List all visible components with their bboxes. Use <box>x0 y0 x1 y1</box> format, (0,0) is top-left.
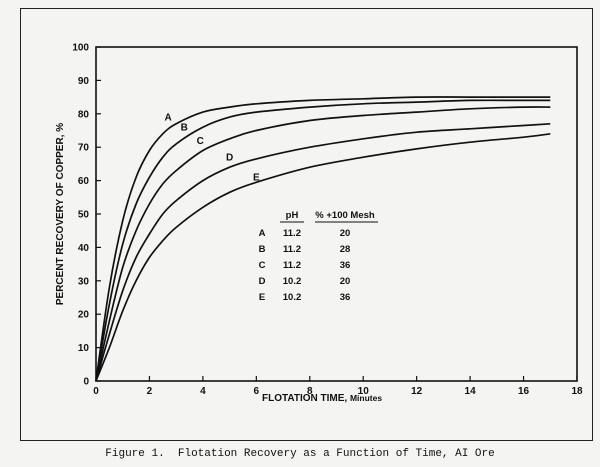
curve-d <box>95 122 551 382</box>
table-cell: 28 <box>340 244 351 255</box>
x-tick-label: 0 <box>93 386 99 397</box>
plot-axes: 0 2 4 6 8 10 12 14 16 18 0 10 20 30 40 50 60 70 80 90 100 <box>72 43 583 398</box>
curve-label-c: C <box>197 136 204 147</box>
x-tick-label: 16 <box>518 386 530 397</box>
y-tick-label: 100 <box>72 43 89 54</box>
table-cell: C <box>259 260 266 271</box>
curve-label-d: D <box>226 153 233 164</box>
curve-label-a: A <box>165 112 172 123</box>
x-axis-title-main: FLOTATION TIME, <box>262 393 347 404</box>
x-tick-label: 6 <box>254 386 260 397</box>
table-cell: 20 <box>340 276 351 287</box>
y-axis-title: PERCENT RECOVERY OF COPPER, % <box>55 123 66 305</box>
table-cell: 36 <box>340 260 351 271</box>
y-tick-label: 40 <box>78 243 90 254</box>
figure-frame <box>20 8 593 441</box>
curve-a <box>95 96 551 382</box>
x-tick-label: 12 <box>411 386 423 397</box>
curve-c <box>95 106 551 382</box>
table-cell: A <box>259 228 266 239</box>
y-tick-label: 0 <box>83 377 89 388</box>
table-cell: 10.2 <box>283 292 302 303</box>
table-cell: D <box>259 276 266 287</box>
table-cell: E <box>259 292 265 303</box>
table-cell: 10.2 <box>283 276 302 287</box>
table-cell: 11.2 <box>283 260 301 271</box>
y-tick-label: 80 <box>78 109 90 120</box>
x-tick-label: 18 <box>571 386 583 397</box>
curve-b <box>95 99 551 382</box>
y-tick-label: 50 <box>78 210 90 221</box>
table-cell: 20 <box>340 228 351 239</box>
table-header: pH <box>286 210 299 221</box>
x-tick-label: 2 <box>147 386 153 397</box>
y-tick-label: 70 <box>78 143 90 154</box>
x-tick-label: 8 <box>307 386 313 397</box>
y-tick-label: 90 <box>78 76 90 87</box>
table-cell: 11.2 <box>283 228 301 239</box>
curve-label-e: E <box>253 173 260 184</box>
y-tick-label: 60 <box>78 176 90 187</box>
curve-label-b: B <box>181 123 188 134</box>
curve-e <box>95 132 551 382</box>
axis-titles: PERCENT RECOVERY OF COPPER, % FLOTATION … <box>55 123 382 404</box>
x-tick-label: 14 <box>465 386 477 397</box>
plot-curves <box>95 96 551 382</box>
x-axis-title-unit: Minutes <box>350 393 382 403</box>
y-tick-label: 20 <box>78 310 90 321</box>
table-cell: B <box>259 244 266 255</box>
legend-table: pH % +100 Mesh A 11.2 20 B 11.2 28 C 11.2 36 D 10.2 2… <box>259 210 378 303</box>
table-cell: 36 <box>340 292 351 303</box>
figure-caption: Figure 1. Flotation Recovery as a Functi… <box>105 448 495 460</box>
x-tick-label: 10 <box>358 386 370 397</box>
y-tick-label: 30 <box>78 276 90 287</box>
table-header: % +100 Mesh <box>315 210 375 221</box>
y-tick-label: 10 <box>78 343 90 354</box>
curve-labels: ABC D E <box>165 112 260 183</box>
table-cell: 11.2 <box>283 244 301 255</box>
x-tick-label: 4 <box>200 386 206 397</box>
x-axis-title: FLOTATION TIME, Minutes <box>262 393 382 404</box>
